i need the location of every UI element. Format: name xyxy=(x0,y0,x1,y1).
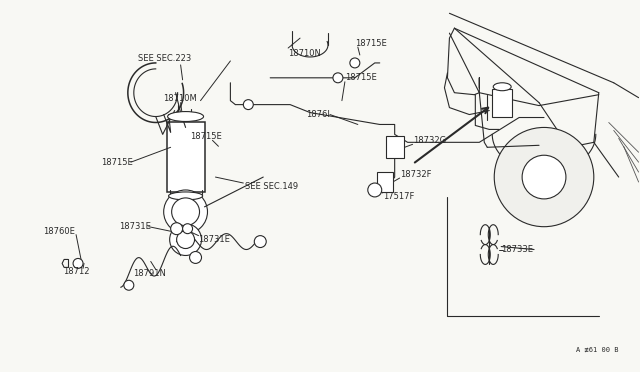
Text: 18731E: 18731E xyxy=(198,235,230,244)
Text: 18715E: 18715E xyxy=(355,39,387,48)
Text: 17517F: 17517F xyxy=(383,192,414,201)
Circle shape xyxy=(254,235,266,247)
Circle shape xyxy=(243,100,253,110)
Circle shape xyxy=(494,128,594,227)
Circle shape xyxy=(164,190,207,234)
Circle shape xyxy=(172,198,200,226)
Circle shape xyxy=(73,259,83,268)
Ellipse shape xyxy=(168,192,203,200)
Text: 1876I: 1876I xyxy=(306,110,330,119)
Text: 18732F: 18732F xyxy=(399,170,431,179)
Text: 18710M: 18710M xyxy=(163,94,196,103)
Text: 18791N: 18791N xyxy=(133,269,166,278)
Bar xyxy=(386,137,404,158)
Bar xyxy=(492,89,512,116)
Ellipse shape xyxy=(168,112,204,122)
Circle shape xyxy=(171,223,182,235)
Text: 18732G: 18732G xyxy=(413,136,445,145)
Circle shape xyxy=(182,224,193,234)
Text: 18733E: 18733E xyxy=(501,245,533,254)
Bar xyxy=(166,122,205,192)
Text: 18760E: 18760E xyxy=(44,227,75,236)
Text: 18715E: 18715E xyxy=(101,158,132,167)
Text: SEE SEC.149: SEE SEC.149 xyxy=(245,183,298,192)
Text: 18715E: 18715E xyxy=(345,73,377,82)
Text: 18712: 18712 xyxy=(63,267,90,276)
Circle shape xyxy=(177,231,195,248)
Circle shape xyxy=(189,251,202,263)
Text: 18710N: 18710N xyxy=(288,48,321,58)
Circle shape xyxy=(333,73,343,83)
Circle shape xyxy=(522,155,566,199)
Bar xyxy=(377,172,393,192)
Text: SEE SEC.223: SEE SEC.223 xyxy=(138,54,191,64)
Ellipse shape xyxy=(493,83,511,91)
Text: A ≢61 00 B: A ≢61 00 B xyxy=(576,347,619,353)
Circle shape xyxy=(350,58,360,68)
Text: 18731E: 18731E xyxy=(119,222,151,231)
Text: 18715E: 18715E xyxy=(191,132,222,141)
Circle shape xyxy=(124,280,134,290)
Circle shape xyxy=(170,224,202,256)
Circle shape xyxy=(368,183,381,197)
